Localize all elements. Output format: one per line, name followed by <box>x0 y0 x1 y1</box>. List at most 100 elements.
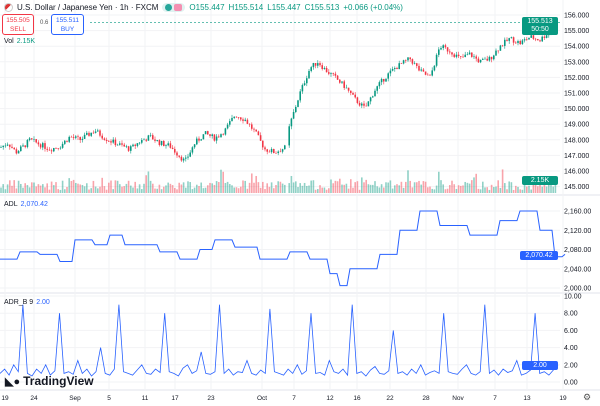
tradingview-logo[interactable]: ◣● TradingView <box>5 374 94 388</box>
candle-body <box>515 42 517 44</box>
volume-bar <box>444 189 447 193</box>
candle-body <box>308 70 310 79</box>
volume-bar <box>191 189 194 193</box>
adl-legend[interactable]: ADL 2,070.42 <box>4 201 48 208</box>
candle-body <box>57 148 59 149</box>
candle-body <box>519 41 521 45</box>
price-tick-label: 155.000 <box>564 28 589 35</box>
volume-bar <box>77 183 79 193</box>
candle-body <box>20 146 22 152</box>
candle-body <box>143 139 145 141</box>
volume-bar <box>244 180 246 193</box>
x-tick-label: 19 <box>1 395 9 402</box>
volume-bar <box>499 187 502 193</box>
x-tick-label: 16 <box>353 395 361 402</box>
volume-bar <box>519 189 521 193</box>
volume-bar <box>165 185 167 193</box>
candle-body <box>185 157 187 159</box>
adr-tick-label: 10.00 <box>564 294 582 301</box>
volume-bar <box>385 182 387 193</box>
volume-bar <box>193 187 196 193</box>
candle-body <box>264 147 266 150</box>
candle-body <box>31 138 33 140</box>
adl-tag: 2,070.42 <box>520 251 558 260</box>
candle-body <box>501 45 504 47</box>
candle-body <box>273 149 275 154</box>
market-status[interactable] <box>162 3 186 12</box>
adl-tick-label: 2,000.00 <box>564 286 591 293</box>
candle-body <box>451 52 453 55</box>
candle-body <box>537 39 539 41</box>
volume-bar <box>284 184 286 193</box>
candle-body <box>92 132 95 134</box>
candle-body <box>396 68 398 70</box>
adl-tick-label: 2,080.00 <box>564 247 591 254</box>
candle-body <box>453 54 455 57</box>
candle-body <box>477 58 480 63</box>
price-tick-label: 156.000 <box>564 13 589 20</box>
x-tick-label: Oct <box>256 395 268 402</box>
adr-legend[interactable]: ADR_B 9 2.00 <box>4 299 50 306</box>
volume-bar <box>264 189 266 193</box>
volume-bar <box>59 189 62 193</box>
volume-bar <box>389 180 392 193</box>
volume-bar <box>352 187 354 193</box>
volume-bar <box>154 188 156 193</box>
candle-body <box>97 130 99 132</box>
adr-tick-label: 0.00 <box>564 380 578 387</box>
volume-bar <box>127 180 130 193</box>
volume-bar <box>420 184 422 193</box>
candle-body <box>323 67 326 69</box>
volume-bar <box>365 179 367 193</box>
volume-bar <box>345 183 348 193</box>
candle-body <box>158 140 161 145</box>
symbol-title[interactable]: U.S. Dollar / Japanese Yen · 1h · FXCM <box>17 3 159 12</box>
volume-bar <box>303 182 306 193</box>
volume-bar <box>297 187 299 193</box>
candle-body <box>215 136 218 141</box>
candle-body <box>277 151 279 154</box>
volume-bar <box>237 188 240 193</box>
candle-body <box>479 59 482 63</box>
volume-bar <box>235 187 238 193</box>
volume-bar <box>141 189 143 193</box>
buy-button[interactable]: 155.511 BUY <box>51 14 84 35</box>
candle-body <box>218 136 220 138</box>
volume-bar <box>409 180 411 193</box>
volume-bar <box>332 183 334 193</box>
volume-bar <box>482 181 484 193</box>
candle-body <box>251 124 253 129</box>
volume-bar <box>539 180 541 193</box>
volume-bar <box>378 187 381 193</box>
candle-body <box>306 78 308 84</box>
volume-legend[interactable]: Vol 2.15K <box>4 38 35 45</box>
volume-bar <box>81 184 84 193</box>
settings-icon[interactable]: ⚙ <box>583 392 592 402</box>
x-tick-label: 5 <box>107 395 111 402</box>
adl-line <box>0 210 566 287</box>
volume-bar <box>220 169 222 193</box>
candle-body <box>152 135 154 140</box>
volume-bar <box>416 182 418 193</box>
volume-bar <box>94 186 97 193</box>
volume-bar <box>299 183 301 193</box>
volume-bar <box>112 189 114 193</box>
volume-bar <box>130 185 132 193</box>
candle-body <box>202 134 205 140</box>
price-tick-label: 150.000 <box>564 106 589 113</box>
candle-body <box>468 52 471 55</box>
volume-bar <box>48 189 51 193</box>
candle-body <box>332 73 334 74</box>
candle-body <box>156 140 158 141</box>
volume-bar <box>134 181 136 193</box>
volume-bar <box>317 189 319 193</box>
candle-body <box>220 134 222 138</box>
sell-button[interactable]: 155.505 SELL <box>2 14 34 35</box>
volume-bar <box>28 187 31 193</box>
volume-bar <box>512 189 515 193</box>
candle-body <box>402 60 405 64</box>
volume-bar <box>554 184 557 193</box>
volume-bar <box>163 186 165 193</box>
price-tick-label: 153.000 <box>564 59 589 66</box>
